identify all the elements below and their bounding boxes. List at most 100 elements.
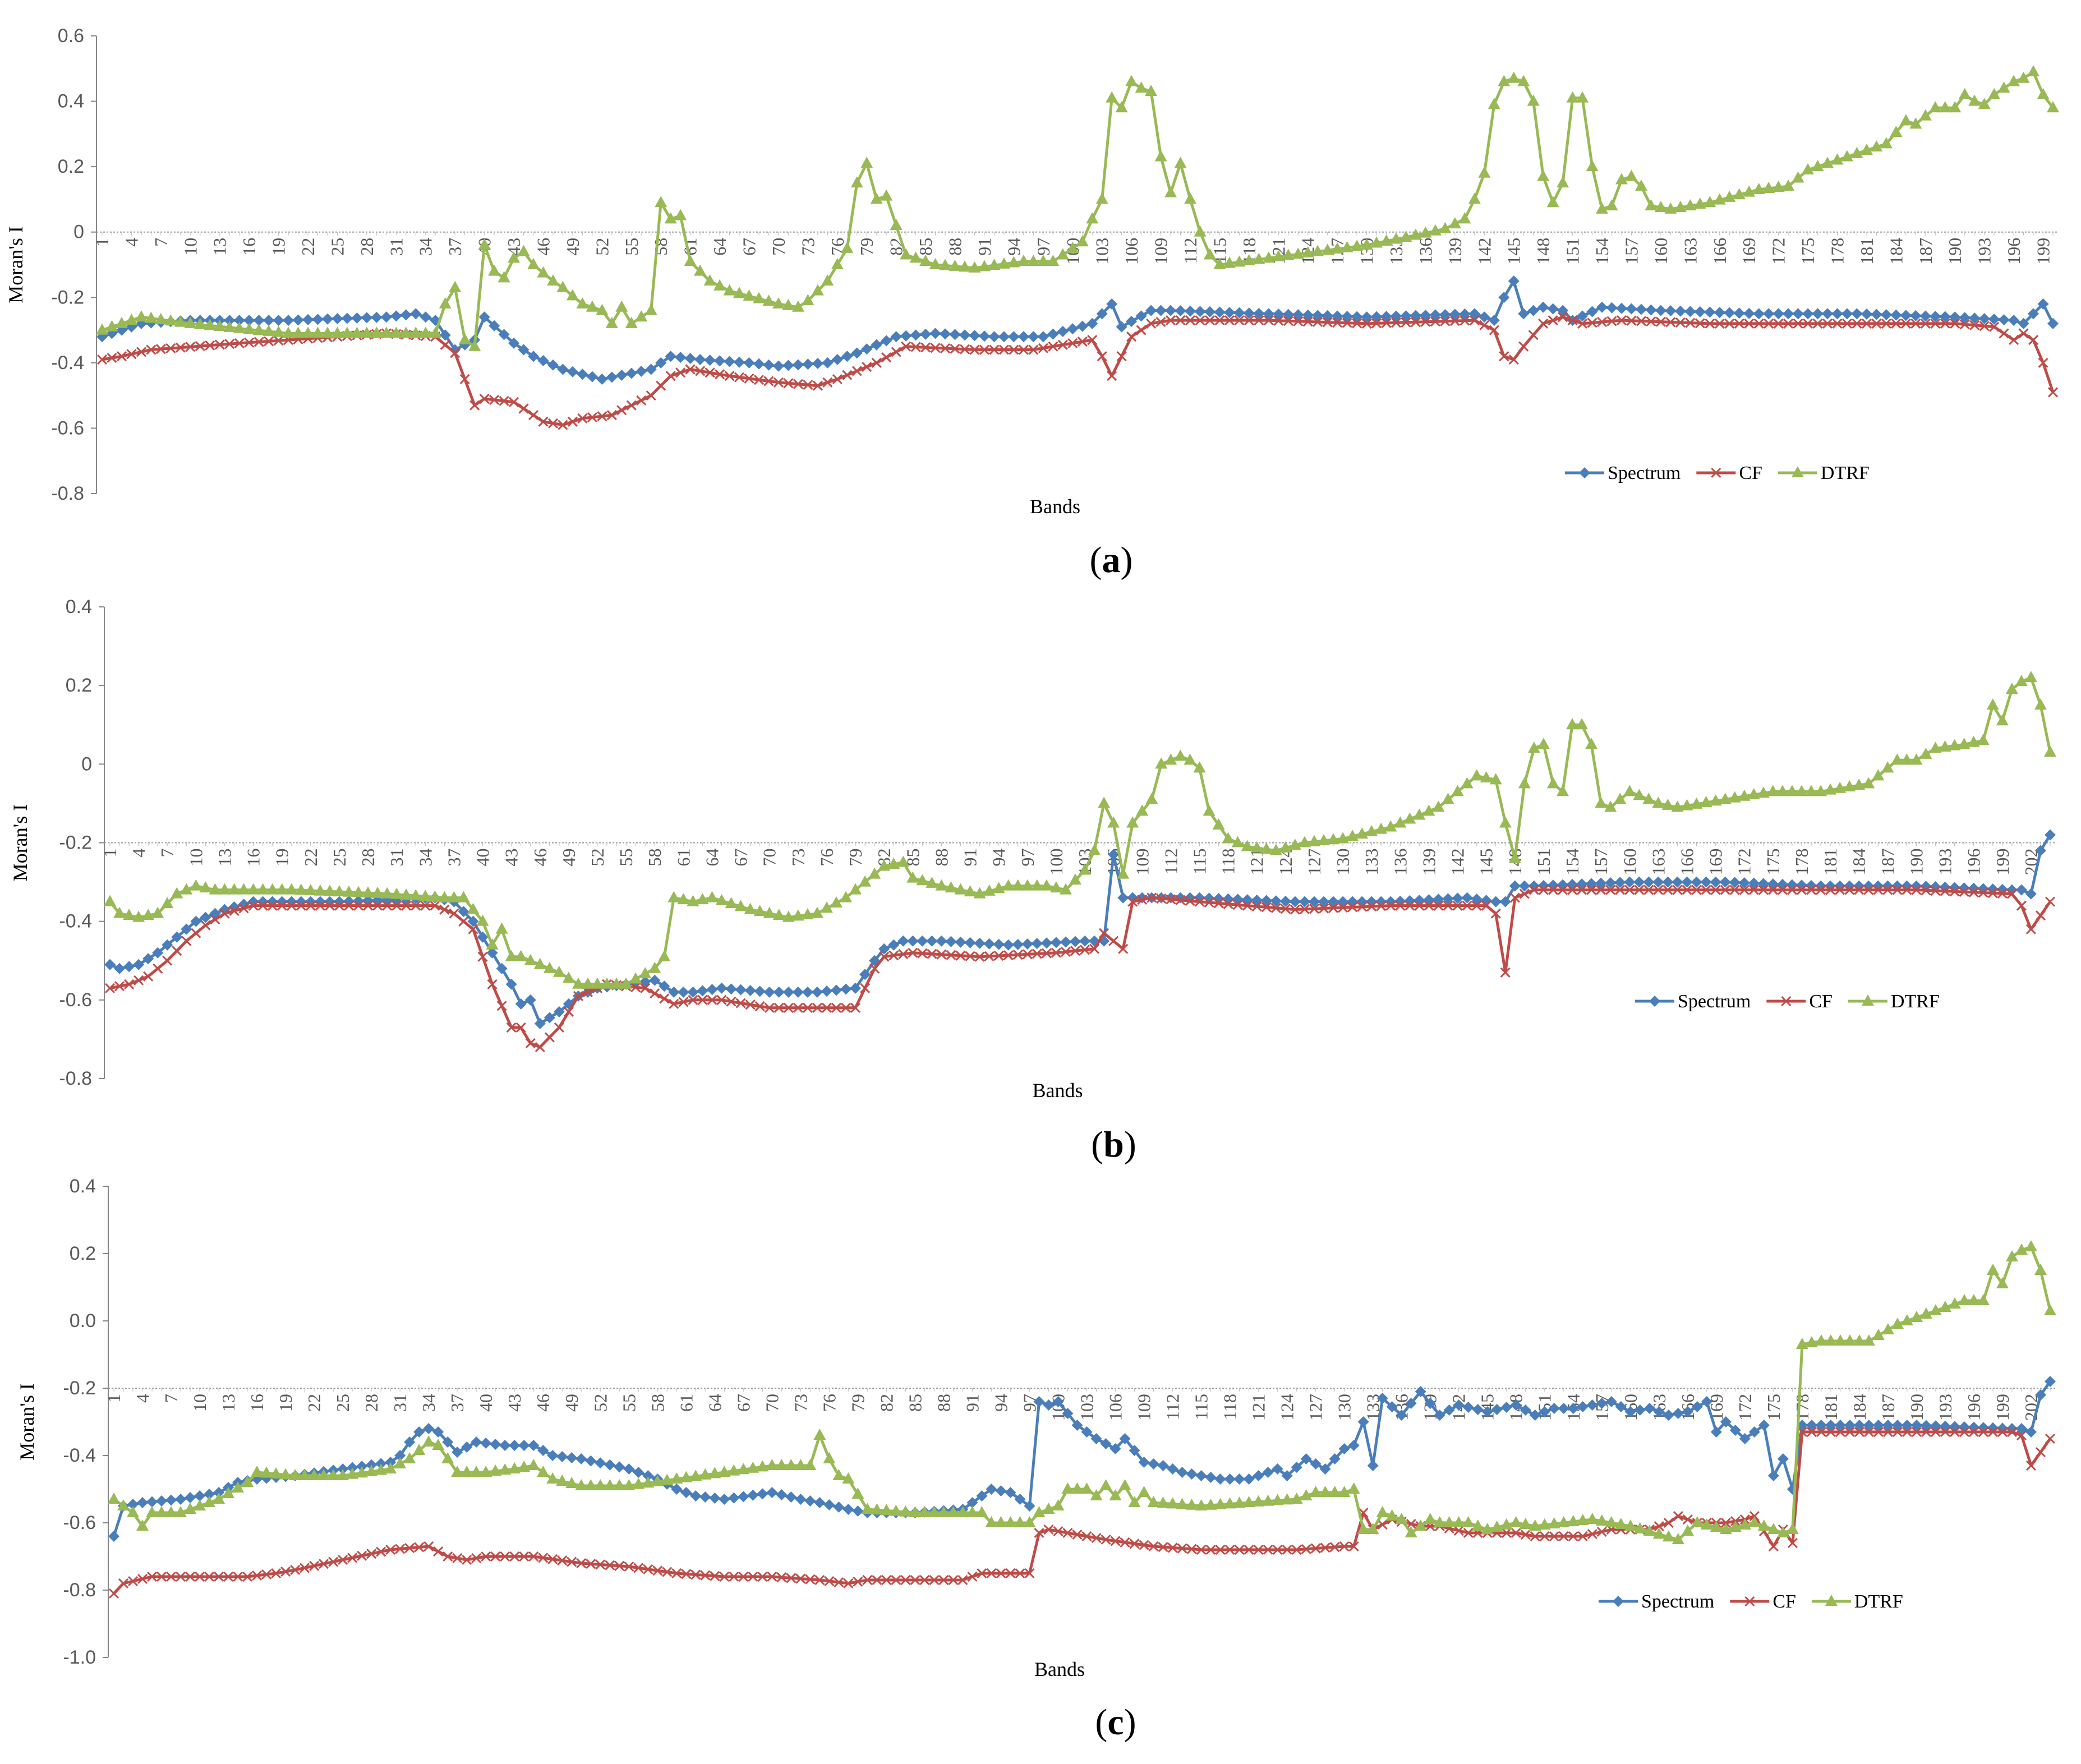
x-tick-label: 166: [1677, 849, 1697, 876]
data-point: [852, 1505, 864, 1517]
x-tick-label: 184: [1849, 849, 1869, 876]
data-point: [840, 1002, 851, 1013]
data-point: [1424, 1398, 1436, 1409]
y-axis-title: Moran's I: [9, 804, 31, 881]
data-point: [302, 314, 314, 325]
data-point: [1243, 1473, 1255, 1485]
data-point: [1205, 1472, 1217, 1483]
data-point: [420, 311, 431, 323]
data-point: [916, 874, 929, 886]
data-point: [640, 983, 651, 993]
data-point: [1738, 1518, 1751, 1530]
data-point: [1050, 937, 1062, 948]
data-point: [648, 961, 661, 973]
data-point: [452, 1447, 463, 1458]
data-point: [1979, 321, 1990, 331]
data-point: [1395, 900, 1406, 911]
data-point: [2016, 900, 2027, 911]
data-point: [1757, 1519, 1770, 1531]
data-point: [959, 260, 972, 272]
data-point: [508, 397, 519, 407]
data-point: [1724, 307, 1735, 319]
data-point: [1071, 1482, 1084, 1494]
data-point: [1243, 307, 1255, 319]
data-point: [1174, 156, 1187, 168]
data-point: [185, 1571, 196, 1582]
data-point: [1911, 1426, 1922, 1438]
data-point: [1646, 316, 1656, 327]
data-point: [724, 371, 735, 381]
data-point: [1844, 1426, 1855, 1438]
data-point: [642, 1470, 654, 1481]
data-point: [1919, 109, 1932, 121]
data-point: [1014, 1494, 1026, 1505]
data-point: [439, 904, 450, 915]
data-point: [2034, 1389, 2046, 1401]
data-point: [1537, 738, 1550, 749]
data-point: [678, 997, 689, 1007]
data-point: [1776, 1526, 1789, 1537]
data-point: [487, 979, 498, 989]
data-point: [515, 1022, 526, 1033]
data-point: [451, 1466, 464, 1477]
data-point: [1067, 323, 1079, 335]
data-point: [1056, 248, 1069, 260]
data-point: [1840, 150, 1853, 162]
data-point: [1635, 303, 1647, 315]
data-point: [1704, 306, 1716, 318]
x-tick-label: 85: [905, 1394, 925, 1412]
data-point: [1854, 885, 1864, 895]
data-point: [1126, 816, 1139, 828]
data-point: [988, 331, 1000, 343]
x-tick-label: 19: [275, 1394, 296, 1412]
data-point: [488, 264, 501, 276]
data-point: [735, 998, 746, 1008]
data-point: [403, 1452, 416, 1463]
data-point: [776, 1489, 788, 1500]
data-point: [544, 1032, 555, 1043]
data-point: [337, 1469, 349, 1480]
data-point: [1749, 1510, 1760, 1522]
data-point: [899, 1505, 912, 1517]
caption-letter: c: [1107, 1702, 1124, 1743]
data-point: [1748, 1426, 1760, 1438]
data-point: [1185, 896, 1195, 906]
data-point: [1043, 1399, 1055, 1411]
data-point: [1309, 904, 1320, 914]
data-point: [1733, 307, 1745, 319]
data-point: [879, 951, 890, 962]
data-point: [1164, 753, 1177, 765]
data-point: [1310, 1458, 1322, 1470]
caption-paren-close: ): [1124, 1124, 1136, 1165]
data-point: [948, 1574, 959, 1586]
data-point: [662, 1567, 673, 1577]
data-point: [124, 979, 135, 989]
data-point: [2009, 334, 2019, 346]
data-point: [1290, 904, 1300, 915]
data-point: [850, 982, 862, 994]
data-point: [1537, 301, 1549, 313]
data-point: [927, 948, 937, 959]
data-point: [1999, 328, 2009, 339]
data-point: [935, 879, 948, 891]
data-point: [1882, 1426, 1893, 1438]
data-point: [432, 1426, 444, 1438]
data-point: [986, 1568, 997, 1579]
data-point: [949, 259, 961, 271]
data-point: [975, 1506, 988, 1517]
data-point: [1348, 1541, 1359, 1552]
data-point: [343, 900, 354, 911]
data-point: [1448, 217, 1461, 229]
data-point: [939, 259, 952, 270]
data-point: [1302, 316, 1313, 327]
data-point: [596, 303, 609, 315]
data-point: [1777, 1453, 1789, 1464]
x-tick-label: 199: [1992, 849, 2013, 876]
x-tick-label: 46: [533, 238, 553, 256]
data-point: [1177, 1543, 1187, 1554]
data-point: [1433, 900, 1444, 911]
legend-marker: [1861, 994, 1874, 1006]
data-point: [1342, 317, 1352, 328]
data-point: [936, 935, 947, 947]
data-point: [832, 1469, 845, 1480]
